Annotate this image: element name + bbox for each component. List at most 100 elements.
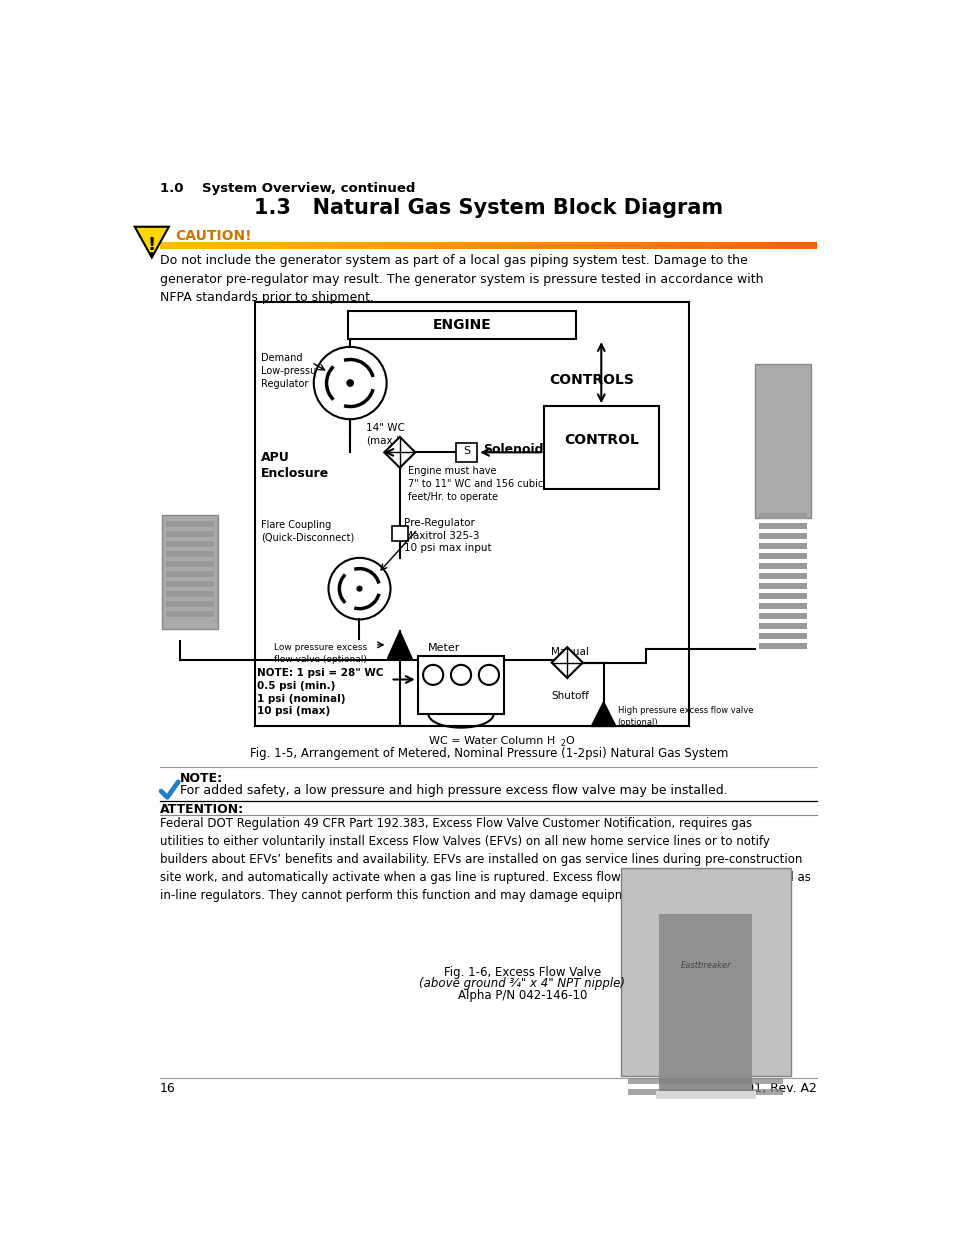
Bar	[628, 1132, 782, 1137]
Text: Fig. 1-6, Excess Flow Valve: Fig. 1-6, Excess Flow Valve	[443, 966, 600, 979]
Bar	[610, 242, 613, 249]
Bar	[621, 242, 623, 249]
Bar	[485, 242, 488, 249]
Bar	[326, 242, 328, 249]
Bar	[166, 592, 213, 597]
Text: Shutoff: Shutoff	[550, 692, 588, 701]
Bar	[243, 242, 245, 249]
Bar	[255, 242, 258, 249]
Bar	[520, 242, 523, 249]
Text: Low pressure excess
flow valve (optional): Low pressure excess flow valve (optional…	[274, 643, 367, 663]
Bar	[174, 242, 177, 249]
Text: High pressure excess flow valve
(optional): High pressure excess flow valve (optiona…	[617, 706, 752, 726]
Bar	[684, 242, 687, 249]
Bar	[770, 242, 773, 249]
Bar	[628, 1186, 782, 1192]
Bar	[758, 583, 806, 589]
Bar	[628, 242, 630, 249]
Bar	[168, 242, 171, 249]
Bar	[459, 242, 462, 249]
Bar	[299, 242, 302, 249]
Bar	[559, 242, 562, 249]
Bar	[171, 242, 172, 249]
Bar	[225, 242, 228, 249]
Text: NOTE: 1 psi = 28" WC
0.5 psi (min.)
1 psi (nominal)
10 psi (max): NOTE: 1 psi = 28" WC 0.5 psi (min.) 1 ps…	[257, 668, 383, 716]
Bar	[796, 242, 799, 249]
Bar	[807, 242, 810, 249]
Bar	[431, 242, 434, 249]
Bar	[166, 531, 213, 537]
Circle shape	[451, 664, 471, 685]
Bar	[223, 242, 226, 249]
Bar	[549, 242, 552, 249]
Bar	[660, 242, 663, 249]
Text: ATTENTION:: ATTENTION:	[159, 804, 243, 816]
Bar	[277, 242, 280, 249]
Text: Fig. 1-5, Arrangement of Metered, Nominal Pressure (1-2psi) Natural Gas System: Fig. 1-5, Arrangement of Metered, Nomina…	[250, 747, 727, 761]
Bar	[380, 242, 383, 249]
Bar	[196, 242, 199, 249]
Bar	[628, 1208, 782, 1213]
Text: CONTROL: CONTROL	[563, 433, 639, 447]
Bar	[479, 242, 481, 249]
Bar	[392, 526, 407, 541]
Bar	[348, 242, 350, 249]
Bar	[335, 242, 337, 249]
Bar	[245, 242, 248, 249]
Bar	[227, 242, 230, 249]
Bar	[709, 242, 711, 249]
Bar	[724, 242, 726, 249]
Bar	[554, 242, 556, 249]
Bar	[702, 242, 704, 249]
Bar	[166, 521, 213, 527]
Bar	[253, 242, 256, 249]
Bar	[466, 242, 468, 249]
Bar	[536, 242, 538, 249]
Bar	[757, 242, 760, 249]
Bar	[238, 242, 241, 249]
Bar	[579, 242, 582, 249]
Bar	[212, 242, 214, 249]
Bar	[799, 242, 801, 249]
Bar	[398, 242, 400, 249]
Bar	[680, 242, 682, 249]
Bar	[463, 242, 466, 249]
Bar	[203, 242, 206, 249]
Bar	[562, 242, 564, 249]
Bar	[230, 242, 232, 249]
Bar	[500, 242, 503, 249]
Bar	[476, 242, 479, 249]
Bar	[262, 242, 265, 249]
Bar	[358, 242, 361, 249]
Bar	[240, 242, 243, 249]
Bar	[483, 242, 486, 249]
Bar	[199, 242, 201, 249]
Bar	[809, 242, 812, 249]
Bar	[282, 242, 285, 249]
Bar	[258, 242, 260, 249]
Bar	[304, 242, 307, 249]
Bar	[404, 242, 407, 249]
Bar	[665, 242, 667, 249]
Bar	[676, 242, 679, 249]
Bar	[311, 242, 313, 249]
Bar	[328, 242, 331, 249]
Bar	[417, 242, 420, 249]
Bar	[514, 242, 517, 249]
Bar	[787, 242, 790, 249]
Bar	[758, 593, 806, 599]
Bar	[254, 303, 688, 726]
Bar	[628, 1165, 782, 1170]
Bar	[374, 242, 376, 249]
Bar	[387, 242, 390, 249]
Bar	[544, 242, 547, 249]
Bar	[333, 242, 335, 249]
Bar	[640, 242, 643, 249]
Polygon shape	[387, 631, 412, 658]
Bar	[394, 242, 396, 249]
Bar	[166, 551, 213, 557]
Bar	[628, 1176, 782, 1181]
Bar	[628, 1121, 782, 1126]
Text: Pre-Regulator
Maxitrol 325-3
10 psi max input: Pre-Regulator Maxitrol 325-3 10 psi max …	[404, 517, 492, 553]
Bar	[291, 242, 294, 249]
